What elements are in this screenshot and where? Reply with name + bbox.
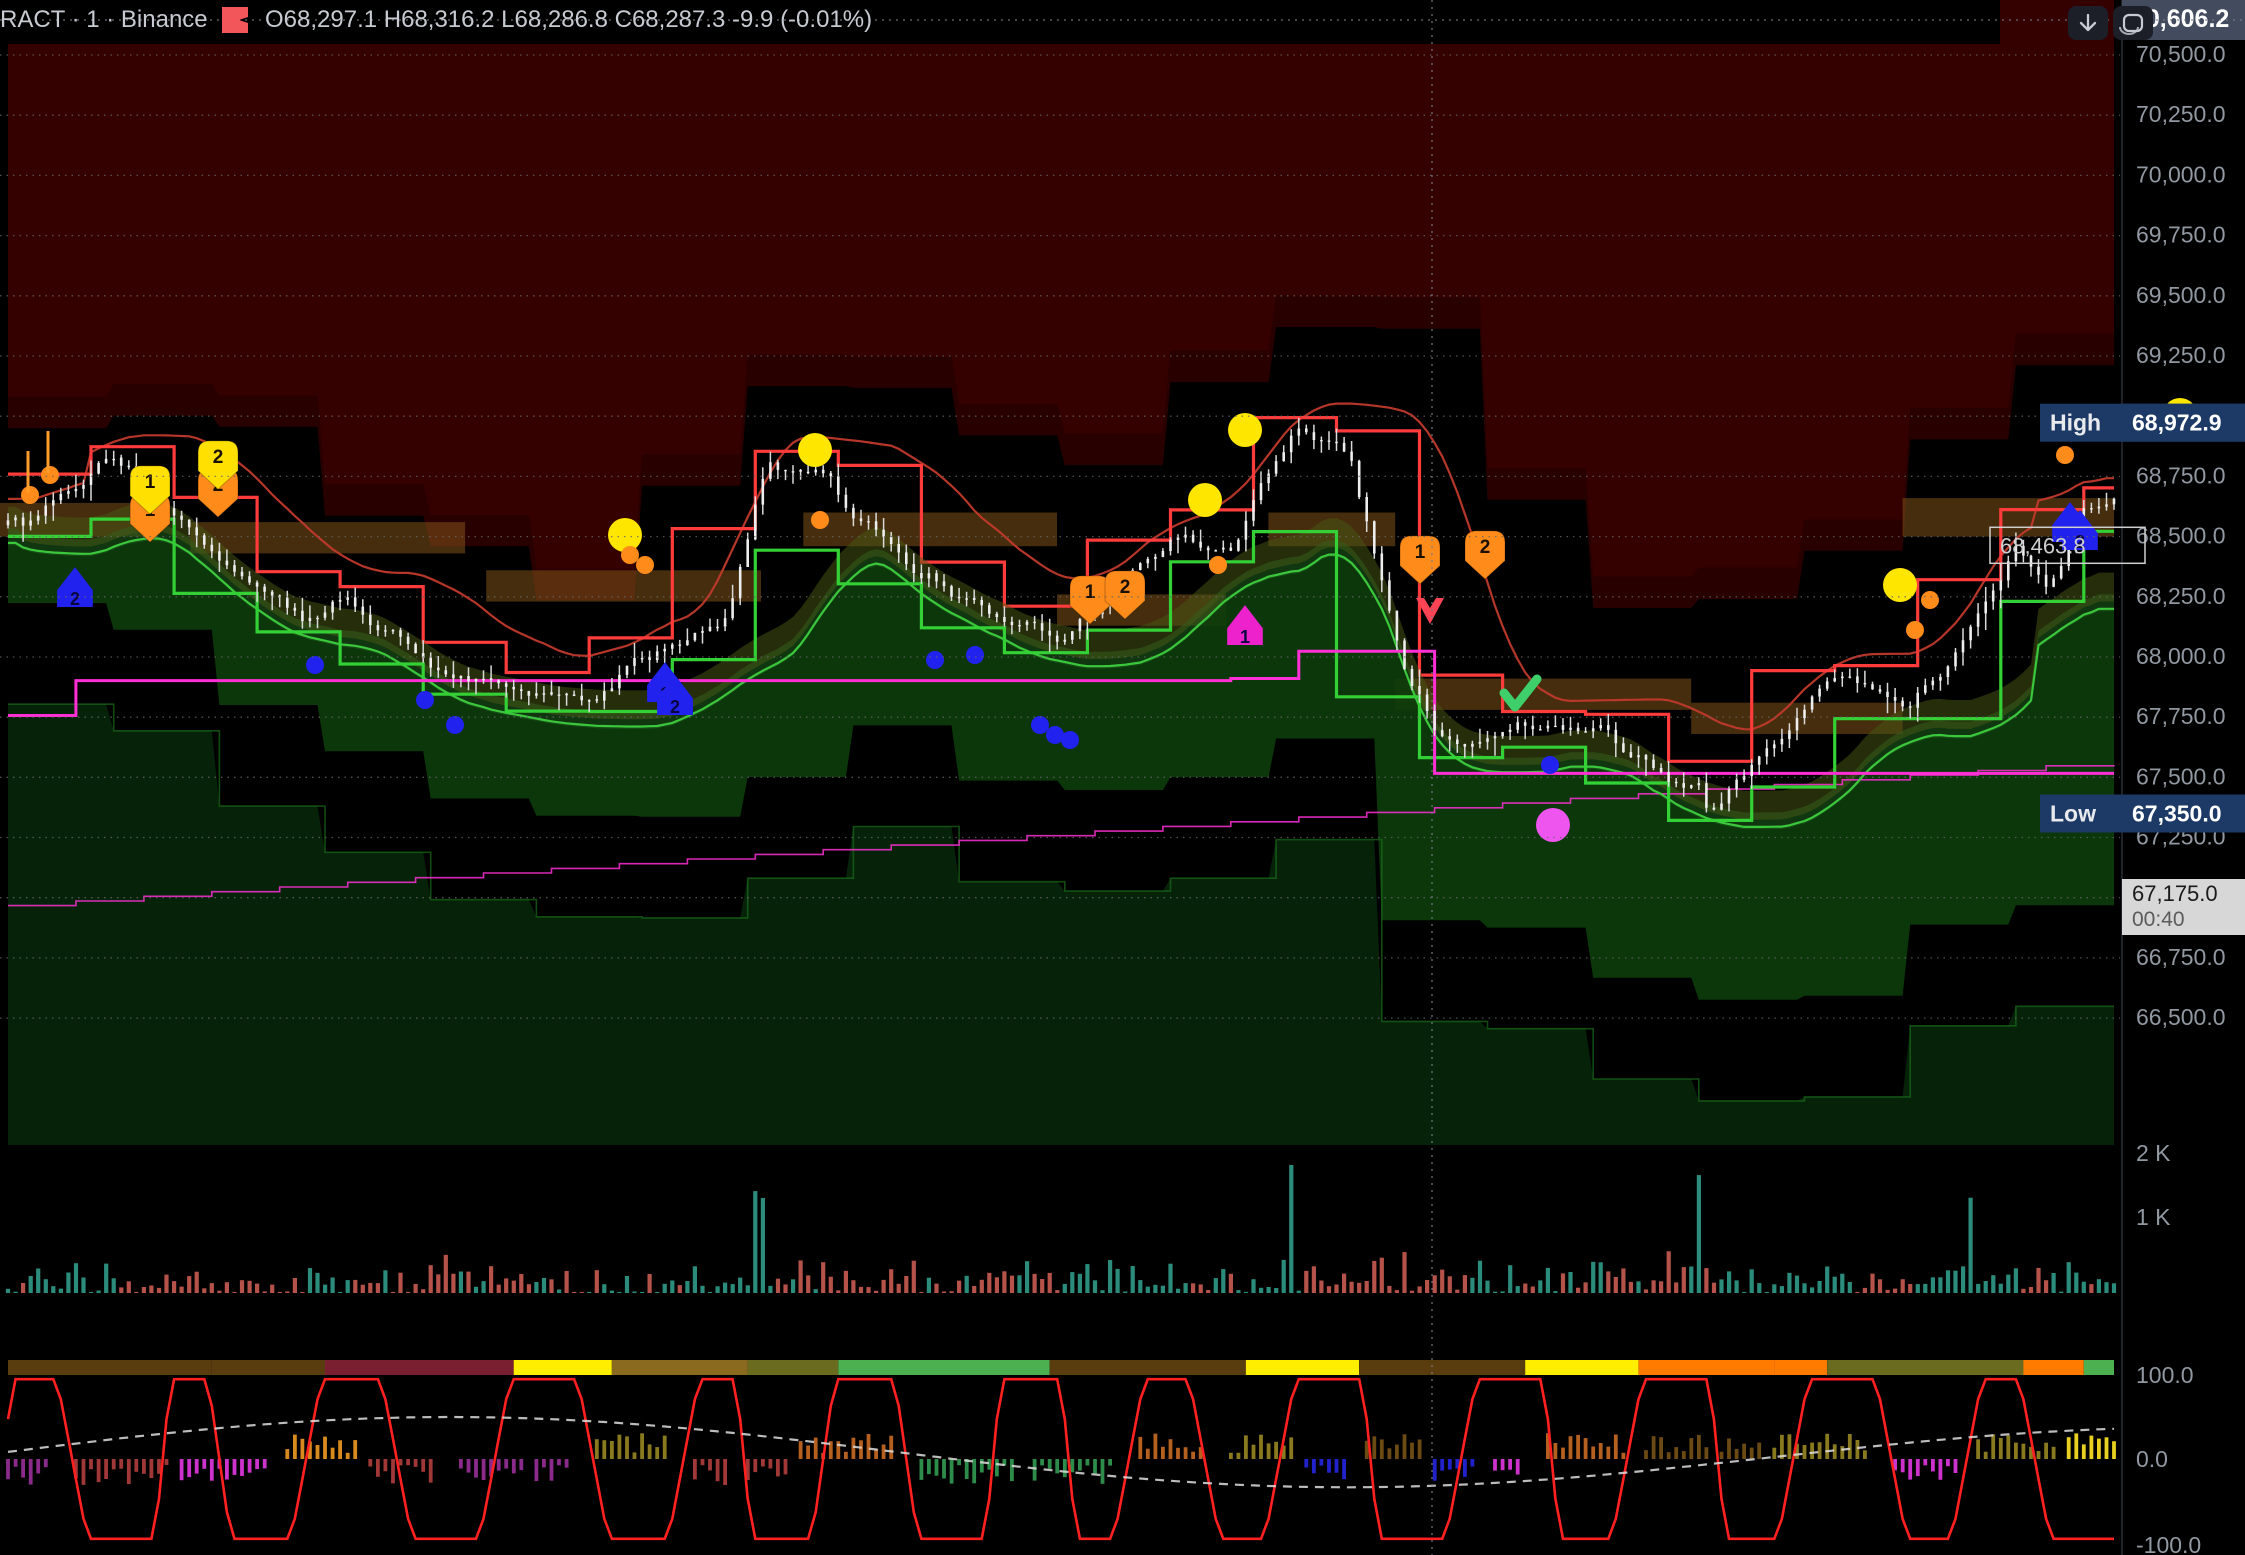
svg-text:68,972.9: 68,972.9 <box>2132 410 2222 436</box>
svg-text:2: 2 <box>1120 577 1131 598</box>
svg-text:1: 1 <box>145 472 156 493</box>
svg-text:100.0: 100.0 <box>2136 1362 2194 1388</box>
svg-text:68,250.0: 68,250.0 <box>2136 583 2226 609</box>
svg-text:69,750.0: 69,750.0 <box>2136 222 2226 248</box>
svg-text:69,250.0: 69,250.0 <box>2136 342 2226 368</box>
svg-text:0.0: 0.0 <box>2136 1446 2168 1472</box>
svg-text:Low: Low <box>2050 801 2096 827</box>
svg-text:70,500.0: 70,500.0 <box>2136 41 2226 67</box>
svg-text:69,500.0: 69,500.0 <box>2136 282 2226 308</box>
svg-text:O68,297.1 H68,316.2 L68,286.: O68,297.1 H68,316.2 L68,286.8 C68,287.3 … <box>265 6 872 33</box>
svg-text:High: High <box>2050 410 2101 436</box>
svg-text:70,000.0: 70,000.0 <box>2136 161 2226 187</box>
svg-text:67,750.0: 67,750.0 <box>2136 703 2226 729</box>
svg-text:66,500.0: 66,500.0 <box>2136 1004 2226 1030</box>
svg-text:2 K: 2 K <box>2136 1140 2171 1166</box>
svg-text:1: 1 <box>1240 627 1250 647</box>
svg-text:1 K: 1 K <box>2136 1204 2171 1230</box>
svg-text:67,175.0: 67,175.0 <box>2132 881 2218 906</box>
svg-text:70,250.0: 70,250.0 <box>2136 101 2226 127</box>
svg-text:68,750.0: 68,750.0 <box>2136 462 2226 488</box>
svg-text:68,463.8: 68,463.8 <box>2000 533 2086 558</box>
svg-text:-100.0: -100.0 <box>2136 1532 2201 1555</box>
svg-text:00:40: 00:40 <box>2132 908 2185 931</box>
svg-text:RACT · 1 · Binance: RACT · 1 · Binance <box>0 6 208 33</box>
svg-text:2: 2 <box>1480 537 1491 558</box>
svg-text:68,000.0: 68,000.0 <box>2136 643 2226 669</box>
svg-text:2: 2 <box>70 589 80 609</box>
svg-text:67,500.0: 67,500.0 <box>2136 763 2226 789</box>
svg-text:1: 1 <box>1415 542 1426 563</box>
svg-text:68,500.0: 68,500.0 <box>2136 523 2226 549</box>
svg-text:67,350.0: 67,350.0 <box>2132 801 2222 827</box>
svg-text:66,750.0: 66,750.0 <box>2136 944 2226 970</box>
svg-text:2: 2 <box>670 697 680 717</box>
svg-text:2: 2 <box>213 447 224 468</box>
svg-text:1: 1 <box>1085 582 1096 603</box>
